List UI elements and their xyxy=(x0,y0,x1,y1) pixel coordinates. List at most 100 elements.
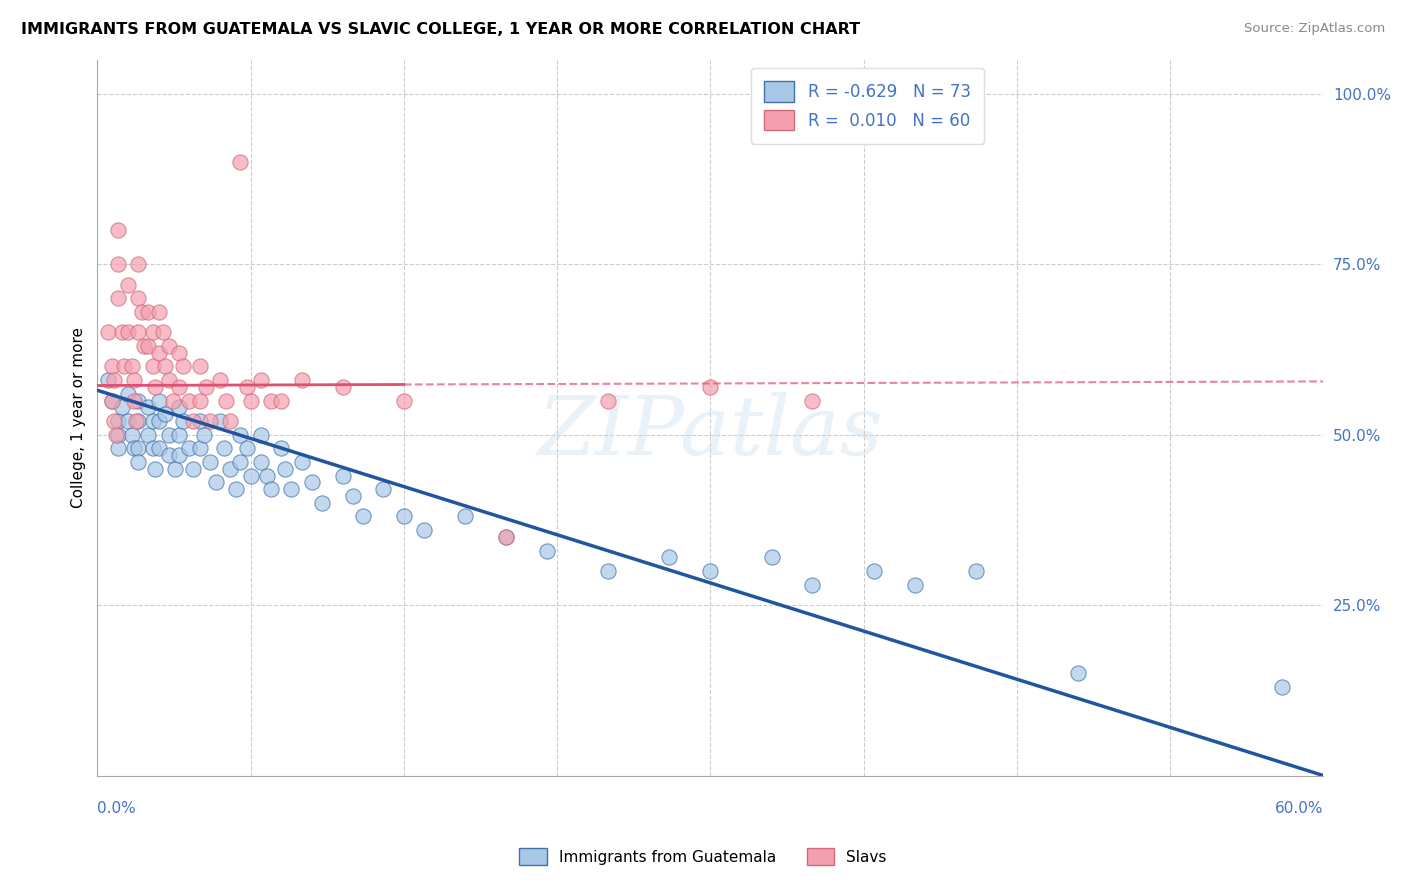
Point xyxy=(179,393,201,408)
Point xyxy=(229,427,252,442)
Point xyxy=(153,359,176,374)
Point xyxy=(97,373,120,387)
Point xyxy=(225,482,247,496)
Point xyxy=(97,326,120,340)
Legend: R = -0.629   N = 73, R =  0.010   N = 60: R = -0.629 N = 73, R = 0.010 N = 60 xyxy=(751,68,984,144)
Point xyxy=(198,455,221,469)
Point xyxy=(249,455,271,469)
Point xyxy=(183,414,205,428)
Point xyxy=(862,564,884,578)
Point xyxy=(141,326,163,340)
Point xyxy=(103,414,125,428)
Point xyxy=(256,468,278,483)
Point xyxy=(167,448,190,462)
Point xyxy=(270,442,292,456)
Point xyxy=(152,326,174,340)
Point xyxy=(100,359,122,374)
Point xyxy=(332,380,354,394)
Point xyxy=(162,393,184,408)
Point xyxy=(212,442,235,456)
Point xyxy=(188,442,211,456)
Point xyxy=(193,427,215,442)
Point xyxy=(107,223,129,237)
Point xyxy=(198,414,221,428)
Point xyxy=(157,448,180,462)
Point xyxy=(183,461,205,475)
Point xyxy=(495,530,517,544)
Point xyxy=(172,414,194,428)
Point xyxy=(205,475,228,490)
Point xyxy=(122,373,145,387)
Point xyxy=(1067,666,1090,681)
Text: 60.0%: 60.0% xyxy=(1275,801,1323,815)
Point xyxy=(215,393,238,408)
Point xyxy=(249,427,271,442)
Point xyxy=(138,401,160,415)
Point xyxy=(413,523,436,537)
Point xyxy=(117,277,139,292)
Point xyxy=(141,442,163,456)
Point xyxy=(148,442,170,456)
Text: ZIPatlas: ZIPatlas xyxy=(537,392,883,472)
Point xyxy=(179,442,201,456)
Point xyxy=(104,427,127,442)
Point xyxy=(658,550,681,565)
Point xyxy=(239,468,262,483)
Point xyxy=(260,482,283,496)
Point xyxy=(117,386,139,401)
Point xyxy=(157,339,180,353)
Point xyxy=(352,509,374,524)
Point xyxy=(157,373,180,387)
Point xyxy=(229,154,252,169)
Point xyxy=(699,380,721,394)
Point xyxy=(148,414,170,428)
Point xyxy=(122,393,145,408)
Point xyxy=(127,455,149,469)
Point xyxy=(112,359,135,374)
Point xyxy=(598,393,620,408)
Point xyxy=(127,393,149,408)
Point xyxy=(904,577,927,591)
Point xyxy=(235,442,257,456)
Point xyxy=(188,393,211,408)
Point xyxy=(219,414,242,428)
Point xyxy=(801,577,824,591)
Point xyxy=(107,414,129,428)
Point xyxy=(141,359,163,374)
Point xyxy=(301,475,323,490)
Point xyxy=(598,564,620,578)
Point xyxy=(125,414,148,428)
Point xyxy=(188,414,211,428)
Point xyxy=(260,393,283,408)
Point xyxy=(392,393,415,408)
Point xyxy=(194,380,217,394)
Point xyxy=(107,291,129,305)
Point xyxy=(167,380,190,394)
Point xyxy=(239,393,262,408)
Point xyxy=(157,427,180,442)
Point xyxy=(392,509,415,524)
Point xyxy=(965,564,987,578)
Point xyxy=(280,482,302,496)
Point xyxy=(761,550,783,565)
Point xyxy=(127,442,149,456)
Point xyxy=(117,326,139,340)
Point xyxy=(208,373,231,387)
Point xyxy=(342,489,364,503)
Point xyxy=(291,373,314,387)
Text: Source: ZipAtlas.com: Source: ZipAtlas.com xyxy=(1244,22,1385,36)
Point xyxy=(188,359,211,374)
Legend: Immigrants from Guatemala, Slavs: Immigrants from Guatemala, Slavs xyxy=(513,842,893,871)
Point xyxy=(153,407,176,421)
Point xyxy=(148,393,170,408)
Point xyxy=(103,373,125,387)
Point xyxy=(311,496,333,510)
Point xyxy=(291,455,314,469)
Point xyxy=(274,461,297,475)
Point xyxy=(270,393,292,408)
Point xyxy=(127,291,149,305)
Point xyxy=(801,393,824,408)
Text: 0.0%: 0.0% xyxy=(97,801,136,815)
Point xyxy=(148,346,170,360)
Point xyxy=(138,427,160,442)
